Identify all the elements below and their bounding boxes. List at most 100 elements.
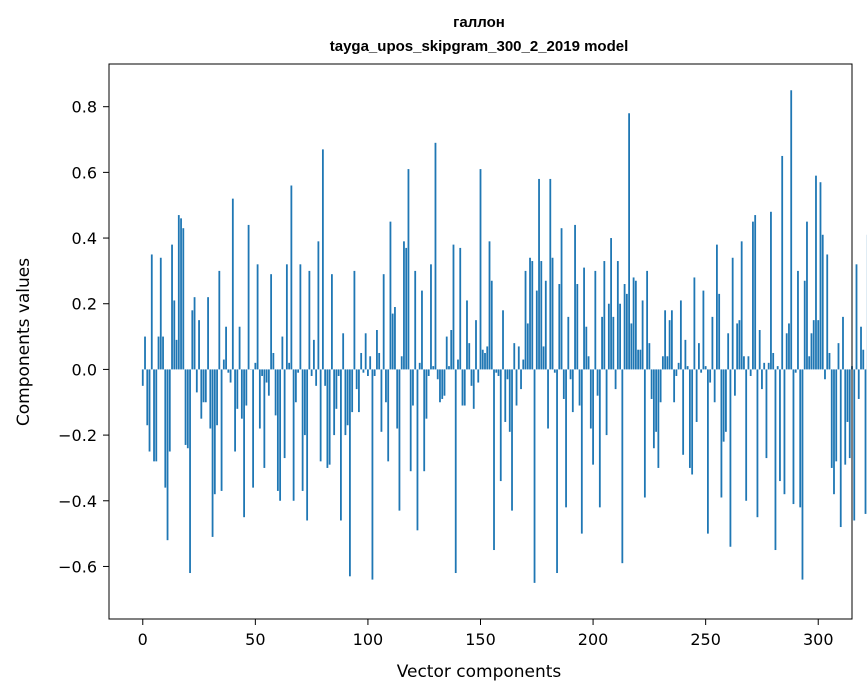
bar-141: [459, 247, 462, 370]
bar-91: [346, 369, 349, 426]
bar-138: [452, 244, 455, 370]
bar-13: [171, 244, 173, 370]
bar-153: [486, 346, 489, 370]
bar-109: [387, 369, 390, 462]
bar-248: [700, 369, 703, 373]
bar-40: [231, 198, 234, 370]
bar-167: [517, 346, 520, 370]
bar-115: [400, 356, 403, 370]
bar-31: [211, 369, 214, 537]
bar-286: [785, 333, 788, 370]
bar-260: [727, 333, 730, 370]
bar-24: [195, 369, 198, 393]
bar-125: [423, 369, 426, 472]
bar-104: [376, 330, 378, 370]
bar-305: [828, 352, 831, 370]
bar-107: [382, 274, 385, 370]
bar-140: [457, 359, 459, 370]
bar-285: [783, 369, 786, 495]
bar-156: [493, 369, 495, 551]
bar-25: [198, 320, 200, 370]
chart-subtitle: tayga_upos_skipgram_300_2_2019 model: [330, 38, 629, 55]
bar-37: [225, 326, 227, 370]
bar-145: [468, 343, 471, 370]
bar-12: [168, 369, 171, 452]
bar-287: [788, 323, 790, 370]
bar-133: [441, 369, 444, 399]
bar-251: [707, 369, 709, 534]
bar-262: [731, 257, 734, 370]
bar-172: [529, 257, 531, 370]
bar-212: [619, 303, 621, 370]
bar-10: [164, 369, 167, 488]
bar-87: [337, 369, 340, 376]
bar-278: [767, 362, 770, 370]
bar-136: [448, 366, 450, 370]
bar-50: [254, 362, 257, 370]
bar-152: [484, 352, 486, 370]
bar-49: [252, 369, 254, 488]
bar-0: [141, 369, 144, 386]
bar-102: [371, 369, 374, 580]
bar-166: [515, 369, 518, 406]
bar-69: [297, 369, 300, 373]
bar-214: [623, 284, 626, 370]
y-tick-label: −0.2: [58, 426, 97, 445]
bar-319: [860, 326, 862, 370]
bar-47: [247, 224, 250, 370]
bar-18: [182, 228, 185, 370]
bar-16: [177, 215, 180, 370]
bar-291: [797, 270, 799, 370]
bar-86: [335, 369, 338, 409]
bar-277: [765, 369, 768, 459]
y-tick-label: −0.6: [58, 557, 97, 576]
bar-318: [857, 369, 860, 399]
bar-135: [445, 336, 448, 370]
bar-252: [709, 369, 712, 383]
bar-124: [421, 290, 423, 370]
y-tick-label: −0.4: [58, 492, 97, 511]
bar-223: [643, 369, 646, 498]
bar-313: [846, 369, 849, 422]
bar-250: [704, 366, 707, 370]
bar-35: [220, 369, 223, 491]
bar-72: [303, 369, 306, 436]
bar-185: [558, 284, 561, 370]
bar-188: [565, 369, 567, 508]
bar-205: [603, 261, 606, 370]
bar-279: [770, 211, 772, 370]
bar-73: [306, 369, 309, 521]
bar-228: [655, 369, 658, 432]
bar-229: [657, 369, 660, 468]
bar-192: [574, 224, 576, 370]
bar-11: [166, 369, 169, 541]
bar-197: [585, 326, 588, 370]
bar-63: [283, 369, 286, 459]
bar-213: [621, 369, 624, 564]
bar-268: [745, 369, 748, 501]
bar-280: [772, 352, 775, 370]
bar-20: [186, 369, 189, 449]
bar-240: [682, 369, 685, 455]
bar-175: [535, 290, 538, 370]
bar-200: [592, 369, 594, 465]
y-tick-label: 0.8: [72, 98, 97, 117]
bar-120: [412, 369, 414, 406]
bar-299: [815, 175, 817, 370]
bar-60: [276, 369, 279, 491]
bar-14: [173, 300, 176, 370]
bar-256: [718, 293, 721, 370]
bar-226: [650, 369, 653, 399]
bar-39: [229, 369, 232, 383]
bar-82: [326, 369, 329, 468]
bar-290: [794, 369, 797, 373]
bar-307: [833, 369, 835, 495]
bar-74: [308, 270, 311, 370]
bar-179: [544, 280, 547, 370]
bar-169: [522, 359, 525, 370]
bar-284: [781, 155, 784, 370]
bar-26: [200, 369, 203, 419]
bar-8: [159, 257, 162, 370]
bar-293: [801, 369, 804, 580]
bar-266: [740, 241, 743, 370]
